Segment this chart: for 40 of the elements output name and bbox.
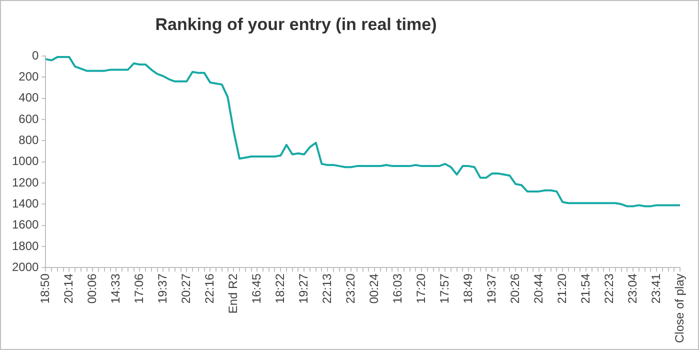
x-tick-label: 17:20 xyxy=(414,273,428,304)
y-tick-label: 1600 xyxy=(12,218,40,232)
y-tick-label: 1400 xyxy=(12,196,40,210)
x-tick-label: 23:20 xyxy=(343,273,358,304)
x-tick-label: 23:41 xyxy=(648,273,663,304)
y-tick-label: 600 xyxy=(18,112,40,126)
x-tick-label: 20:27 xyxy=(178,273,193,304)
x-tick-label: 19:27 xyxy=(296,273,310,304)
y-tick-label: 2000 xyxy=(12,260,40,274)
x-tick-label: Close of play xyxy=(672,274,686,344)
x-tick-label: 16:45 xyxy=(249,273,264,304)
x-tick-label: 17:57 xyxy=(437,273,452,304)
y-tick-label: 0 xyxy=(32,48,40,62)
y-tick-label: 1800 xyxy=(12,238,40,253)
x-tick-label: 00:24 xyxy=(366,273,381,304)
y-tick-label: 1000 xyxy=(12,154,40,168)
x-tick-label: 22:23 xyxy=(602,273,616,304)
y-tick-label: 1200 xyxy=(12,175,40,190)
y-tick-label: 400 xyxy=(18,90,40,105)
x-tick-label: 19:37 xyxy=(155,273,170,304)
x-tick-label: 22:16 xyxy=(202,273,216,304)
x-tick-label: 19:37 xyxy=(484,273,498,304)
x-tick-label: 20:44 xyxy=(531,273,546,304)
x-tick-label: 18:50 xyxy=(38,273,52,304)
x-tick-label: End R2 xyxy=(226,273,240,314)
x-tick-label: 00:06 xyxy=(84,273,99,304)
x-tick-label: 21:54 xyxy=(578,273,592,304)
x-tick-label: 18:22 xyxy=(272,273,287,304)
x-tick-label: 20:26 xyxy=(508,273,522,304)
x-tick-label: 22:13 xyxy=(320,273,334,304)
x-tick-label: 20:14 xyxy=(62,273,76,304)
chart-title: Ranking of your entry (in real time) xyxy=(154,15,438,35)
x-tick-label: 21:20 xyxy=(554,273,569,304)
x-tick-label: 16:03 xyxy=(390,273,404,304)
x-tick-label: 17:06 xyxy=(132,273,146,304)
y-tick-label: 800 xyxy=(18,132,40,147)
x-tick-label: 18:49 xyxy=(460,273,475,304)
y-tick-label: 200 xyxy=(18,69,40,84)
x-tick-label: 14:33 xyxy=(108,273,122,304)
x-tick-label: 23:04 xyxy=(625,273,640,304)
